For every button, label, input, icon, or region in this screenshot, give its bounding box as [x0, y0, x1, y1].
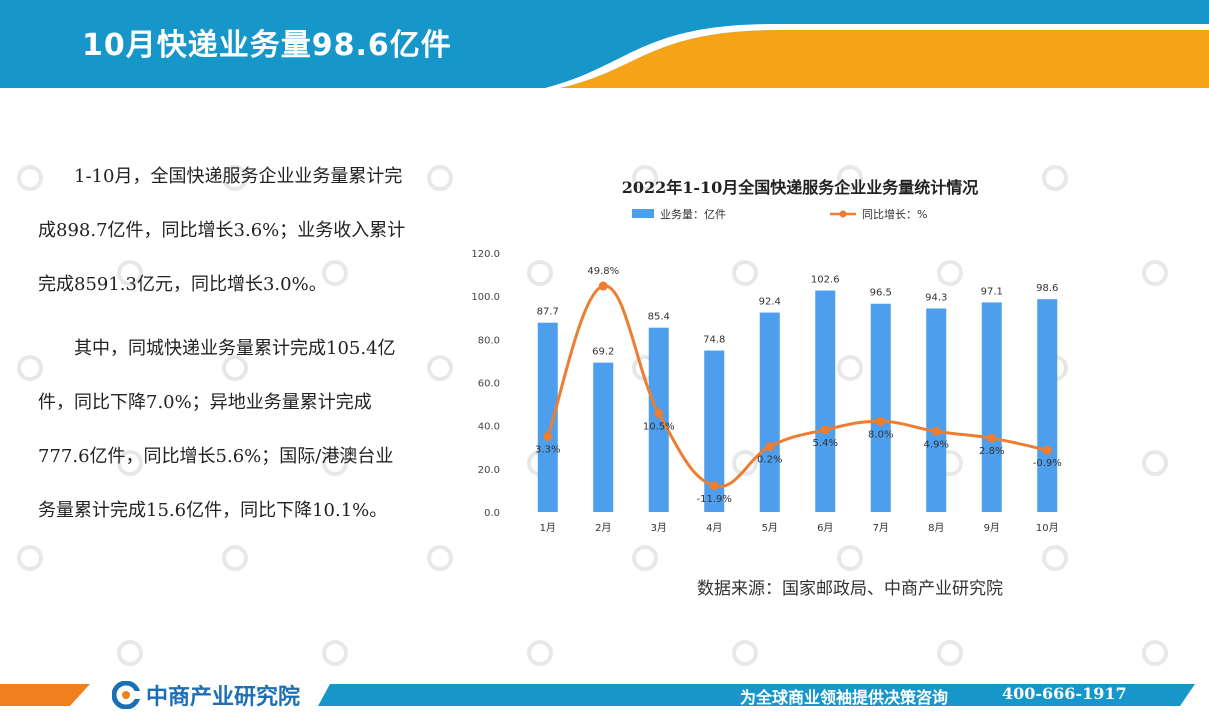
bar: [981, 302, 1002, 512]
line-value-label: 0.2%: [757, 455, 782, 466]
line-value-label: 4.9%: [924, 439, 949, 450]
line-point: [876, 416, 886, 426]
legend-bar-swatch: [632, 209, 654, 218]
brand-logo-icon: [112, 681, 140, 709]
bar: [1037, 299, 1058, 512]
header-banner: 10月快递业务量98.6亿件: [0, 0, 1209, 88]
line-point: [598, 281, 608, 291]
bar-value-label: 69.2: [592, 347, 614, 358]
watermark-mark: [527, 640, 553, 666]
bar: [926, 308, 947, 512]
watermark-mark: [322, 640, 348, 666]
paragraph-2: 其中，同城快递业务量累计完成105.4亿件，同比下降7.0%；异地业务量累计完成…: [38, 338, 396, 521]
bar-value-label: 92.4: [759, 297, 781, 308]
footer-slogan: 为全球商业领袖提供决策咨询: [740, 688, 949, 707]
bar: [815, 290, 836, 512]
footer-background: [0, 684, 1195, 706]
bar-value-label: 97.1: [981, 286, 1003, 297]
legend-line-label: 同比增长：%: [862, 207, 927, 221]
left-axis-tick: 120.0: [471, 249, 500, 260]
line-value-label: 3.3%: [535, 445, 560, 456]
x-tick-label: 8月: [928, 522, 944, 534]
bar: [593, 362, 614, 512]
x-tick-label: 4月: [706, 522, 722, 534]
watermark-mark: [1142, 640, 1168, 666]
watermark-mark: [427, 355, 453, 381]
bar-value-label: 96.5: [870, 288, 892, 299]
left-axis-tick: 20.0: [478, 465, 500, 476]
watermark-mark: [732, 640, 758, 666]
x-tick-label: 1月: [540, 522, 556, 534]
footer-phone: 400-666-1917: [1002, 684, 1127, 703]
bar: [537, 322, 558, 512]
brand-logo: 中商产业研究院: [112, 680, 300, 710]
paragraph-1: 1-10月，全国快递服务企业业务量累计完成898.7亿件，同比增长3.6%；业务…: [38, 166, 406, 295]
bar-value-label: 102.6: [811, 275, 840, 286]
left-axis-tick: 60.0: [478, 379, 500, 390]
line-point: [543, 432, 553, 442]
bar-value-label: 94.3: [925, 292, 947, 303]
bar: [648, 327, 669, 512]
line-point: [931, 426, 941, 436]
x-tick-label: 2月: [595, 522, 611, 534]
watermark-mark: [17, 545, 43, 571]
combo-chart: 业务量：亿件 同比增长：% 0.0 20.0 40.0 60.0 80.0 100.0 120.…: [471, 207, 1062, 534]
left-axis-tick: 0.0: [484, 508, 500, 519]
bar: [759, 312, 780, 512]
line-point: [709, 481, 719, 491]
legend-bar-label: 业务量：亿件: [660, 208, 726, 221]
line-point: [654, 408, 664, 418]
description-text: 1-10月，全国快递服务企业业务量累计完成898.7亿件，同比增长3.6%；业务…: [38, 150, 410, 538]
x-tick-label: 10月: [1036, 522, 1059, 534]
watermark-mark: [1142, 260, 1168, 286]
bar-value-label: 87.7: [537, 307, 559, 318]
line-value-label: -11.9%: [697, 494, 732, 505]
left-axis-tick: 80.0: [478, 335, 500, 346]
watermark-mark: [937, 640, 963, 666]
bar-value-label: 98.6: [1036, 283, 1058, 294]
line-point: [1042, 445, 1052, 455]
bar: [870, 303, 891, 512]
line-value-label: 49.8%: [587, 266, 619, 277]
line-point: [765, 442, 775, 452]
line-value-label: 10.5%: [643, 421, 675, 432]
legend-line-marker: [839, 210, 847, 218]
line-point: [987, 433, 997, 443]
x-tick-label: 6月: [817, 522, 833, 534]
line-value-label: 8.0%: [868, 429, 893, 440]
x-tick-label: 5月: [762, 522, 778, 534]
growth-line: [546, 284, 1048, 489]
watermark-mark: [117, 640, 143, 666]
chart-title: 2022年1-10月全国快递服务企业业务量统计情况: [621, 178, 979, 197]
x-tick-label: 3月: [651, 522, 667, 534]
watermark-mark: [222, 545, 248, 571]
watermark-mark: [427, 545, 453, 571]
bar-value-label: 85.4: [648, 312, 670, 323]
line-value-label: 5.4%: [813, 438, 838, 449]
header-background: [0, 0, 1209, 88]
x-tick-label: 7月: [873, 522, 889, 534]
x-tick-label: 9月: [984, 522, 1000, 534]
line-value-label: 2.8%: [979, 446, 1004, 457]
left-axis-tick: 40.0: [478, 422, 500, 433]
footer-bar: [0, 672, 1209, 718]
bar: [704, 350, 725, 512]
watermark-mark: [1142, 450, 1168, 476]
data-source: 数据来源：国家邮政局、中商产业研究院: [697, 579, 1003, 599]
brand-name: 中商产业研究院: [146, 685, 301, 710]
line-value-label: -0.9%: [1033, 458, 1062, 469]
bar-value-label: 74.8: [703, 335, 725, 346]
watermark-mark: [427, 165, 453, 191]
left-axis-tick: 100.0: [471, 292, 500, 303]
line-point: [820, 425, 830, 435]
page-title: 10月快递业务量98.6亿件: [82, 28, 452, 63]
